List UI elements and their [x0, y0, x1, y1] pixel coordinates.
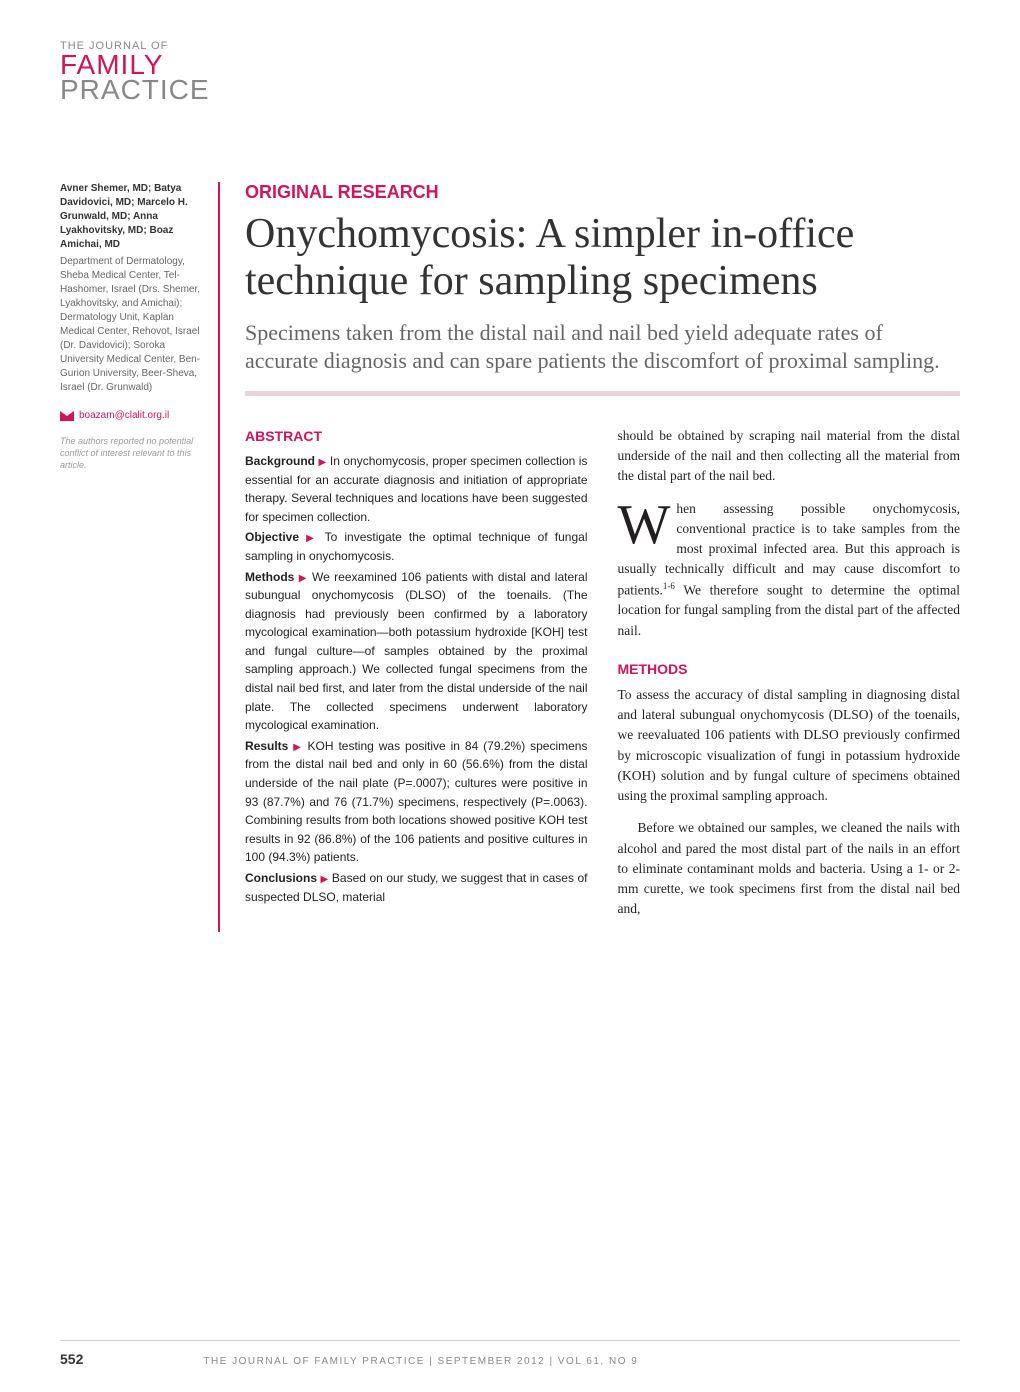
page-footer: 552 THE JOURNAL OF FAMILY PRACTICE | SEP… [60, 1340, 960, 1367]
abstract-heading: ABSTRACT [245, 426, 588, 447]
triangle-icon: ▶ [299, 573, 308, 584]
section-label: ORIGINAL RESEARCH [245, 182, 960, 203]
coi-disclosure: The authors reported no potential confli… [60, 436, 203, 471]
res-label: Results [245, 739, 288, 753]
triangle-icon: ▶ [321, 874, 329, 885]
logo-practice: PRACTICE [60, 74, 210, 105]
abstract-continuation: should be obtained by scraping nail mate… [618, 426, 961, 487]
abstract-body: Background ▶ In onychomycosis, proper sp… [245, 452, 588, 906]
triangle-icon: ▶ [293, 742, 302, 753]
bg-label: Background [245, 454, 315, 468]
page-number: 552 [60, 1351, 83, 1367]
author-names: Avner Shemer, MD; Batya Davidovici, MD; … [60, 182, 203, 252]
conc-label: Conclusions [245, 871, 317, 885]
footer-citation: THE JOURNAL OF FAMILY PRACTICE | SEPTEMB… [203, 1356, 638, 1367]
logo-top-text: THE JOURNAL OF [60, 40, 960, 52]
meth-text: We reexamined 106 patients with distal a… [245, 570, 588, 733]
article-main: ORIGINAL RESEARCH Onychomycosis: A simpl… [245, 182, 960, 931]
left-column: ABSTRACT Background ▶ In onychomycosis, … [245, 426, 588, 932]
intro-paragraph: When assessing possible onychomycosis, c… [618, 499, 961, 641]
triangle-icon: ▶ [306, 533, 317, 544]
dropcap-w: W [618, 499, 677, 548]
citation-sup: 1-6 [663, 581, 675, 591]
right-column: should be obtained by scraping nail mate… [618, 426, 961, 932]
article-subtitle: Specimens taken from the distal nail and… [245, 319, 960, 376]
methods-heading: METHODS [618, 659, 961, 680]
email-icon [60, 411, 74, 421]
meth-label: Methods [245, 570, 294, 584]
triangle-icon: ▶ [319, 457, 327, 468]
journal-logo: THE JOURNAL OF FAMILY PRACTICE [60, 40, 960, 102]
author-affiliations: Department of Dermatology, Sheba Medical… [60, 255, 203, 395]
body-columns: ABSTRACT Background ▶ In onychomycosis, … [245, 426, 960, 932]
email-row: boazam@clalit.org.il [60, 410, 203, 421]
title-divider [245, 391, 960, 396]
article-title: Onychomycosis: A simpler in-office techn… [245, 211, 960, 303]
methods-p2: Before we obtained our samples, we clean… [618, 818, 961, 919]
correspondence-email: boazam@clalit.org.il [79, 410, 169, 421]
author-sidebar: Avner Shemer, MD; Batya Davidovici, MD; … [60, 182, 220, 931]
logo-main-text: FAMILY PRACTICE [60, 52, 960, 102]
methods-p1: To assess the accuracy of distal samplin… [618, 685, 961, 807]
res-text: KOH testing was positive in 84 (79.2%) s… [245, 739, 588, 865]
obj-label: Objective [245, 530, 299, 544]
